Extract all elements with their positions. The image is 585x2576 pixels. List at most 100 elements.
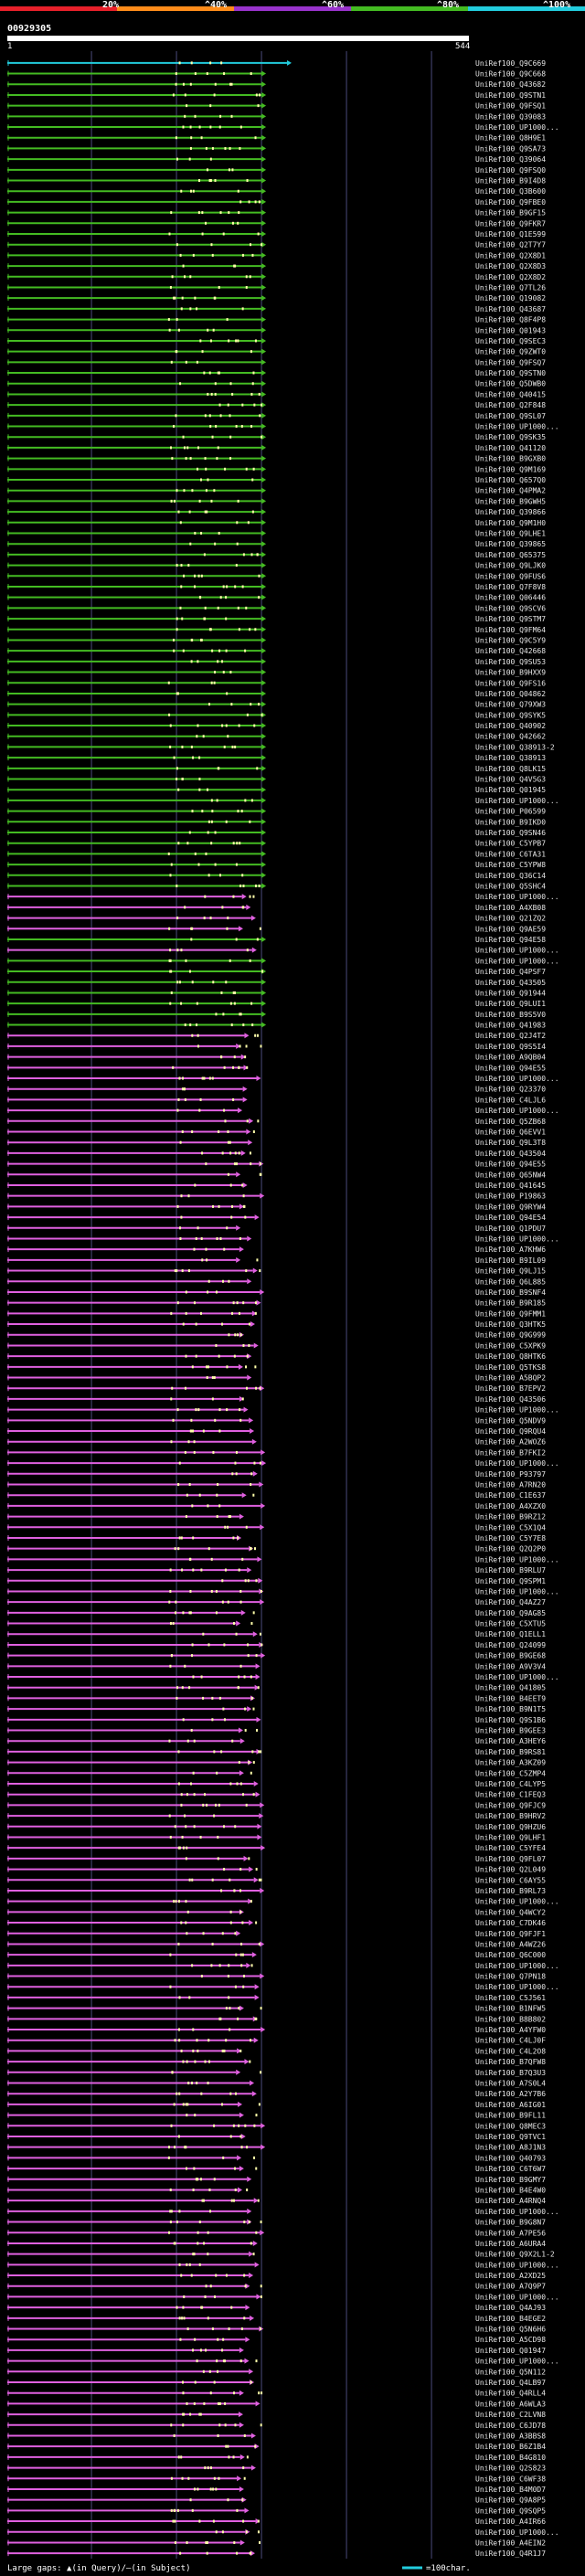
hit-row[interactable]: UniRef100_Q9AG85 [7, 1609, 546, 1617]
hit-label[interactable]: UniRef100_UP1000... [475, 893, 559, 901]
hit-row[interactable]: UniRef100_UP1000... [7, 893, 559, 901]
hit-label[interactable]: UniRef100_B4EGE2 [475, 2315, 546, 2323]
hit-label[interactable]: UniRef100_UP1000... [475, 1235, 559, 1243]
hit-label[interactable]: UniRef100_B4E4W0 [475, 2186, 546, 2194]
hit-row[interactable]: UniRef100_Q9C5Y9 [7, 636, 546, 644]
hit-label[interactable]: UniRef100_Q7PN18 [475, 1973, 546, 1981]
hit-label[interactable]: UniRef100_Q43505 [475, 979, 546, 987]
hit-row[interactable]: UniRef100_Q4R1J7 [7, 2549, 546, 2558]
hit-label[interactable]: UniRef100_Q9AE59 [475, 925, 546, 933]
hit-row[interactable]: UniRef100_B7Q3U3 [7, 2069, 546, 2077]
hit-row[interactable]: UniRef100_Q9STN1 [7, 91, 546, 100]
hit-row[interactable]: UniRef100_C6T6W7 [7, 2165, 546, 2173]
hit-label[interactable]: UniRef100_B9GWH5 [475, 497, 546, 505]
hit-label[interactable]: UniRef100_Q41645 [475, 1182, 546, 1190]
hit-row[interactable]: UniRef100_C5ZMP4 [7, 1769, 546, 1777]
hit-row[interactable]: UniRef100_P93797 [7, 1470, 546, 1479]
hit-label[interactable]: UniRef100_B9G8N7 [475, 2219, 546, 2227]
hit-label[interactable]: UniRef100_Q39064 [475, 155, 546, 164]
hit-row[interactable]: UniRef100_Q41983 [7, 1022, 546, 1030]
hit-label[interactable]: UniRef100_A4XZX0 [475, 1502, 546, 1511]
hit-label[interactable]: UniRef100_Q41805 [475, 1684, 546, 1692]
hit-row[interactable]: UniRef100_Q9RYW4 [7, 1203, 546, 1211]
hit-label[interactable]: UniRef100_Q9FSQ0 [475, 166, 546, 175]
hit-row[interactable]: UniRef100_Q94E55 [7, 1161, 546, 1169]
hit-row[interactable]: UniRef100_UP1000... [7, 423, 559, 431]
hit-row[interactable]: UniRef100_B4EET9 [7, 1694, 546, 1702]
hit-label[interactable]: UniRef100_Q94E54 [475, 1214, 546, 1222]
hit-row[interactable]: UniRef100_UP1000... [7, 2358, 559, 2366]
hit-label[interactable]: UniRef100_A2Y7B6 [475, 2090, 546, 2098]
hit-label[interactable]: UniRef100_Q94E55 [475, 1064, 546, 1072]
hit-row[interactable]: UniRef100_B9FL11 [7, 2112, 546, 2120]
hit-label[interactable]: UniRef100_B9GMY7 [475, 2176, 546, 2184]
hit-row[interactable]: UniRef100_Q9FJF1 [7, 1930, 546, 1938]
hit-label[interactable]: UniRef100_C5J561 [475, 1994, 546, 2002]
hit-label[interactable]: UniRef100_C5Y7E8 [475, 1534, 546, 1542]
hit-row[interactable]: UniRef100_Q4RLL4 [7, 2390, 546, 2398]
hit-label[interactable]: UniRef100_C6AY55 [475, 1876, 546, 1884]
hit-row[interactable]: UniRef100_UP1000... [7, 1983, 559, 1991]
hit-label[interactable]: UniRef100_Q9SYK5 [475, 711, 546, 719]
hit-label[interactable]: UniRef100_UP1000... [475, 2528, 559, 2537]
hit-label[interactable]: UniRef100_B9GF15 [475, 209, 546, 217]
hit-label[interactable]: UniRef100_Q9SCV6 [475, 604, 546, 612]
hit-row[interactable]: UniRef100_A6URA4 [7, 2240, 546, 2248]
hit-row[interactable]: UniRef100_Q3HTK5 [7, 1320, 546, 1329]
hit-row[interactable]: UniRef100_Q8MEC3 [7, 2122, 546, 2130]
hit-label[interactable]: UniRef100_Q01945 [475, 786, 546, 794]
hit-row[interactable]: UniRef100_Q43682 [7, 80, 546, 89]
hit-row[interactable]: UniRef100_Q8H9E1 [7, 134, 546, 143]
hit-label[interactable]: UniRef100_Q9LHF1 [475, 1833, 546, 1841]
hit-label[interactable]: UniRef100_B9GE68 [475, 1652, 546, 1660]
hit-row[interactable]: UniRef100_A9V3V4 [7, 1662, 546, 1670]
hit-label[interactable]: UniRef100_Q5ZB68 [475, 1118, 546, 1126]
hit-label[interactable]: UniRef100_A4YFW0 [475, 2026, 546, 2034]
hit-label[interactable]: UniRef100_Q9RQU4 [475, 1427, 546, 1436]
hit-row[interactable]: UniRef100_B9RS81 [7, 1748, 546, 1756]
hit-label[interactable]: UniRef100_UP1000... [475, 2293, 559, 2301]
hit-row[interactable]: UniRef100_C5Y7E8 [7, 1534, 546, 1542]
hit-row[interactable]: UniRef100_Q24099 [7, 1641, 546, 1649]
hit-row[interactable]: UniRef100_Q7F8V8 [7, 583, 546, 591]
hit-row[interactable]: UniRef100_C1E637 [7, 1491, 546, 1500]
hit-row[interactable]: UniRef100_B7FKI2 [7, 1448, 546, 1457]
hit-row[interactable]: UniRef100_Q9SPM1 [7, 1577, 546, 1585]
hit-row[interactable]: UniRef100_P19863 [7, 1193, 546, 1201]
hit-row[interactable]: UniRef100_Q5ZB68 [7, 1118, 546, 1126]
hit-row[interactable]: UniRef100_B9G8N7 [7, 2219, 546, 2227]
hit-label[interactable]: UniRef100_Q6L885 [475, 1277, 546, 1286]
hit-row[interactable]: UniRef100_Q3B600 [7, 187, 546, 196]
hit-row[interactable]: UniRef100_Q43504 [7, 1150, 546, 1158]
hit-label[interactable]: UniRef100_C1FEQ3 [475, 1791, 546, 1799]
hit-label[interactable]: UniRef100_Q9M169 [475, 465, 546, 473]
hit-label[interactable]: UniRef100_Q9C668 [475, 70, 546, 79]
hit-row[interactable]: UniRef100_B9GE68 [7, 1652, 546, 1660]
hit-label[interactable]: UniRef100_Q91944 [475, 989, 546, 997]
hit-row[interactable]: UniRef100_Q04862 [7, 690, 546, 698]
hit-label[interactable]: UniRef100_Q9FJC9 [475, 1801, 546, 1809]
hit-row[interactable]: UniRef100_Q9SCV6 [7, 604, 546, 612]
hit-row[interactable]: UniRef100_C5X1Q4 [7, 1523, 546, 1532]
hit-row[interactable]: UniRef100_Q40793 [7, 2154, 546, 2162]
hit-row[interactable]: UniRef100_Q9LHE1 [7, 529, 546, 537]
hit-label[interactable]: UniRef100_Q9FSQ1 [475, 102, 546, 111]
hit-label[interactable]: UniRef100_Q94E55 [475, 1161, 546, 1169]
hit-label[interactable]: UniRef100_UP1000... [475, 1075, 559, 1083]
hit-row[interactable]: UniRef100_A4XZX0 [7, 1502, 546, 1511]
hit-row[interactable]: UniRef100_Q65375 [7, 551, 546, 559]
hit-label[interactable]: UniRef100_Q9LJK0 [475, 562, 546, 570]
hit-row[interactable]: UniRef100_Q6EVV1 [7, 1129, 546, 1137]
hit-label[interactable]: UniRef100_Q43506 [475, 1395, 546, 1404]
hit-label[interactable]: UniRef100_UP1000... [475, 1555, 559, 1564]
hit-label[interactable]: UniRef100_Q9L3T8 [475, 1139, 546, 1147]
hit-label[interactable]: UniRef100_A4EIN2 [475, 2539, 546, 2547]
hit-label[interactable]: UniRef100_Q5N112 [475, 2368, 546, 2376]
hit-label[interactable]: UniRef100_B9N1T5 [475, 1705, 546, 1713]
hit-row[interactable]: UniRef100_Q9FL07 [7, 1855, 546, 1863]
hit-label[interactable]: UniRef100_B9S5V0 [475, 1011, 546, 1019]
hit-row[interactable]: UniRef100_B9GEE3 [7, 1727, 546, 1735]
hit-row[interactable]: UniRef100_C5XTU5 [7, 1620, 546, 1628]
hit-label[interactable]: UniRef100_Q9SU53 [475, 658, 546, 666]
hit-row[interactable]: UniRef100_Q9L3T8 [7, 1139, 546, 1147]
